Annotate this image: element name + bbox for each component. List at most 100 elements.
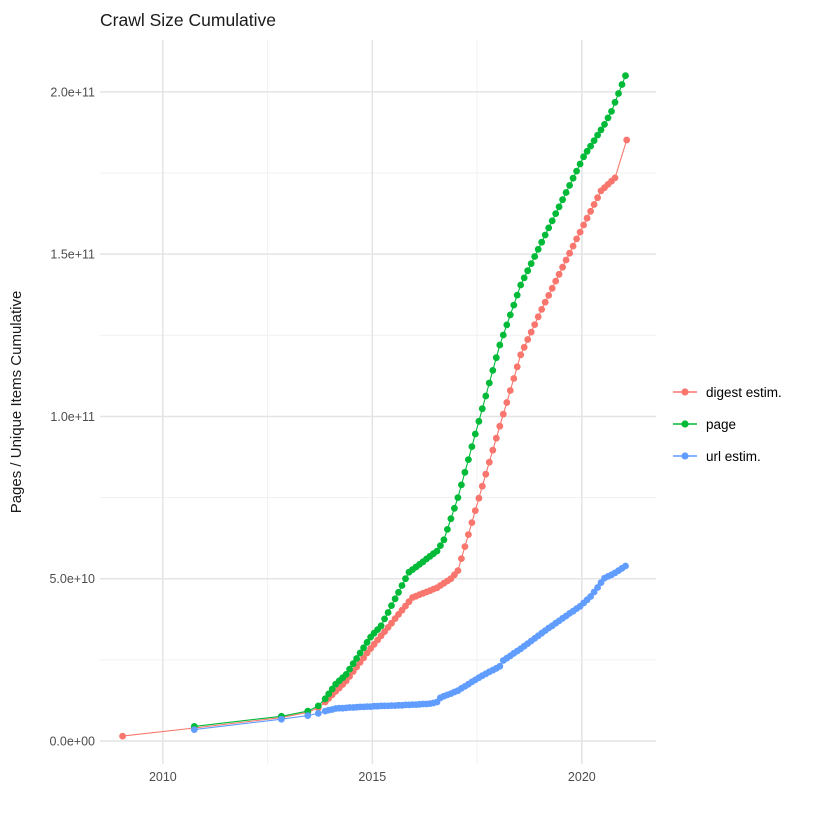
data-point-digest-estim (623, 136, 631, 144)
data-point-page (447, 515, 455, 523)
data-point-page (618, 81, 626, 88)
data-point-digest-estim (594, 194, 601, 202)
data-point-page (437, 542, 444, 549)
data-point-page (531, 253, 539, 260)
legend-item-url-estim: url estim. (672, 440, 824, 472)
data-point-page (433, 547, 441, 555)
data-point-page (478, 405, 486, 413)
x-tick-label: 2015 (358, 770, 386, 784)
data-point-page (590, 137, 598, 145)
y-axis-title: Pages / Unique Items Cumulative (8, 291, 25, 514)
data-point-digest-estim (471, 507, 479, 514)
data-point-page (611, 98, 619, 106)
legend-item-digest-estim: digest estim. (672, 376, 824, 408)
data-point-url-estim (594, 584, 601, 591)
data-point-page (342, 671, 350, 678)
axis-tick-labels: 2010 2015 2020 0.0e+00 5.0e+10 1.0e+11 1.5e+11… (49, 85, 595, 784)
data-point-page (475, 417, 483, 425)
data-point-page (356, 649, 364, 657)
data-point-digest-estim (580, 221, 587, 229)
data-point-page (381, 615, 388, 623)
legend-label-digest-estim: digest estim. (706, 384, 782, 400)
legend-key-point (681, 420, 689, 428)
y-tick-label: 5.0e+10 (49, 572, 95, 586)
data-point-digest-estim (545, 292, 553, 299)
series-digest-estim (119, 136, 631, 740)
legend-key-point (681, 452, 689, 460)
data-point-page (506, 311, 514, 319)
data-point-digest-estim (119, 732, 126, 740)
legend-label-url-estim: url estim. (706, 448, 761, 464)
data-point-page (597, 126, 605, 134)
y-tick-label: 1.5e+11 (50, 248, 95, 262)
data-point-page (622, 72, 629, 80)
data-point-page (388, 602, 395, 609)
data-point-digest-estim (555, 270, 563, 278)
data-point-page (569, 174, 577, 182)
data-point-digest-estim (513, 363, 521, 371)
data-point-digest-estim (520, 343, 528, 351)
data-point-page (604, 114, 612, 122)
y-tick-label: 2.0e+11 (50, 85, 95, 99)
data-point-digest-estim (458, 555, 465, 562)
data-point-url-estim (314, 710, 322, 717)
data-point-digest-estim (538, 306, 546, 313)
gridlines-major (100, 40, 656, 764)
data-point-page (594, 131, 601, 139)
data-point-digest-estim (573, 235, 580, 243)
data-point-page (471, 430, 479, 438)
data-point-digest-estim (482, 470, 490, 478)
series-url-estim (190, 562, 629, 733)
series-page (190, 72, 629, 730)
data-point-page (461, 468, 469, 476)
data-point-page (513, 291, 521, 299)
legend-item-page: page (672, 408, 824, 440)
data-point-digest-estim (461, 543, 469, 550)
data-point-page (576, 160, 584, 168)
data-point-page (541, 231, 549, 239)
data-point-page (608, 108, 615, 115)
data-point-page (402, 575, 409, 583)
data-point-digest-estim (548, 284, 556, 292)
data-point-url-estim (304, 712, 312, 719)
legend-label-page: page (706, 416, 737, 432)
data-point-digest-estim (566, 249, 573, 257)
data-point-digest-estim (590, 201, 598, 208)
data-point-page (580, 153, 587, 161)
data-point-page (615, 90, 622, 97)
data-point-page (377, 622, 385, 630)
data-point-digest-estim (559, 263, 566, 271)
x-tick-label: 2010 (149, 770, 177, 784)
data-point-digest-estim (524, 336, 532, 343)
data-point-page (321, 695, 329, 703)
legend-key-digest-estim (673, 388, 697, 396)
data-point-page (353, 655, 360, 662)
data-point-digest-estim (531, 321, 539, 328)
data-point-page (496, 341, 504, 349)
data-point-page (499, 331, 507, 339)
data-point-digest-estim (485, 458, 493, 466)
data-point-digest-estim (499, 410, 507, 418)
data-point-digest-estim (489, 446, 497, 454)
data-point-page (346, 665, 353, 673)
data-point-digest-estim (465, 531, 472, 538)
data-point-digest-estim (534, 313, 542, 321)
series-layer (119, 72, 631, 740)
data-point-digest-estim (541, 298, 549, 306)
data-point-digest-estim (562, 256, 570, 264)
data-point-digest-estim (454, 567, 462, 574)
data-point-page (440, 536, 448, 544)
data-point-digest-estim (552, 277, 560, 285)
data-point-digest-estim (478, 482, 486, 490)
data-point-page (527, 260, 535, 267)
data-point-page (524, 267, 532, 275)
data-point-page (562, 189, 570, 196)
data-point-digest-estim (503, 399, 511, 406)
data-point-page (363, 638, 371, 646)
data-point-page (548, 217, 556, 225)
data-point-digest-estim (611, 174, 619, 182)
data-point-page (520, 274, 528, 282)
data-point-digest-estim (506, 387, 514, 394)
data-point-url-estim (190, 726, 198, 733)
